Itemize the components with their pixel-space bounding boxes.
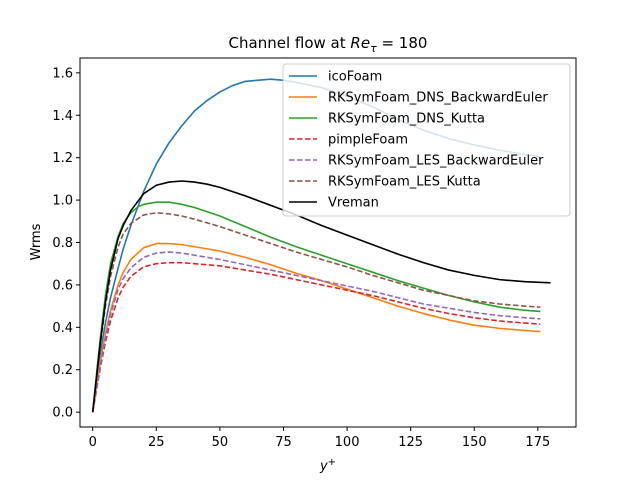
x-axis-ticks: 0 25 50 75 100 125 150 175: [89, 427, 550, 450]
title-math-suffix: = 180: [377, 34, 428, 52]
x-tick-label: 0: [89, 435, 97, 450]
x-axis-label-base: y: [319, 459, 328, 474]
x-axis-label-sup: +: [328, 457, 336, 468]
legend-label: icoFoam: [328, 70, 382, 85]
series-line-3: [91, 261, 541, 413]
legend-label: RKSymFoam_DNS_BackwardEuler: [328, 91, 548, 106]
x-tick-label: 150: [462, 435, 487, 450]
x-tick-label: 75: [275, 435, 292, 450]
x-tick-label: 25: [148, 435, 165, 450]
legend-label: Vreman: [328, 196, 379, 211]
x-tick-label: 100: [335, 435, 360, 450]
series-line-2: [91, 201, 541, 413]
series-line-4: [91, 251, 541, 413]
legend: icoFoam RKSymFoam_DNS_BackwardEuler RKSymF…: [282, 63, 571, 217]
legend-label: RKSymFoam_DNS_Kutta: [328, 112, 485, 127]
chart-title: Channel flow at Reτ = 180: [229, 34, 428, 55]
x-tick-label: 175: [525, 435, 550, 450]
legend-label: RKSymFoam_LES_Kutta: [328, 175, 481, 190]
title-prefix: Channel flow at: [229, 34, 351, 52]
y-tick-label: 0.8: [52, 236, 73, 251]
series-line-5: [91, 212, 541, 413]
title-math-base: Re: [350, 34, 370, 52]
y-axis-ticks: 0.0 0.2 0.4 0.6 0.8 1.0 1.2 1.4 1.6: [52, 66, 80, 421]
legend-box: [282, 63, 571, 217]
y-tick-label: 0.6: [52, 278, 73, 293]
y-tick-label: 0.0: [52, 406, 73, 421]
y-tick-label: 1.2: [52, 151, 73, 166]
legend-entries: icoFoam RKSymFoam_DNS_BackwardEuler RKSymF…: [289, 70, 548, 211]
series-line-6: [91, 180, 551, 413]
title-math-sub: τ: [370, 42, 377, 55]
series-line-1: [91, 242, 541, 413]
y-tick-label: 1.4: [52, 109, 73, 124]
legend-label: pimpleFoam: [328, 133, 408, 148]
y-axis-label: Wrms: [29, 223, 44, 260]
x-tick-label: 125: [398, 435, 423, 450]
y-tick-label: 0.4: [52, 321, 73, 336]
legend-label: RKSymFoam_LES_BackwardEuler: [328, 154, 544, 169]
y-tick-label: 0.2: [52, 363, 73, 378]
y-tick-label: 1.0: [52, 194, 73, 209]
y-tick-label: 1.6: [52, 66, 73, 81]
x-axis-label: y+: [319, 457, 336, 474]
x-tick-label: 50: [212, 435, 229, 450]
